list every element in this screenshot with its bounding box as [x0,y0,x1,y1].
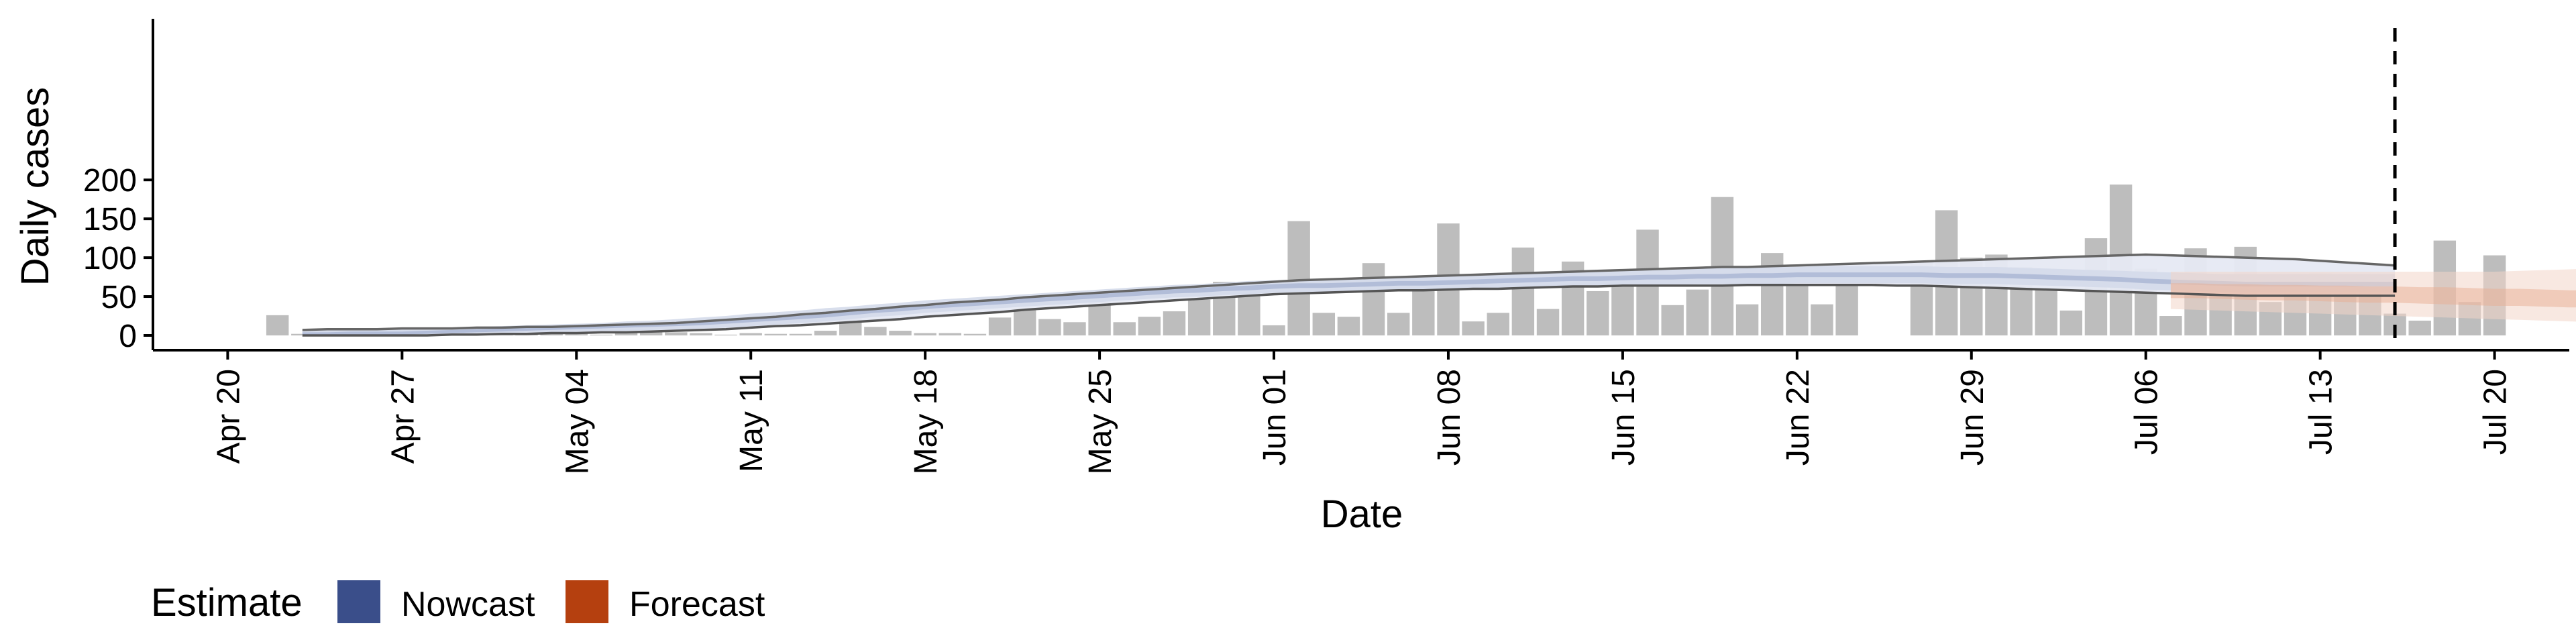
x-tick-label: Apr 27 [385,369,421,464]
bar [1611,285,1634,335]
x-tick-label: Apr 20 [211,369,246,464]
bar [1487,313,1509,335]
bar [814,331,837,335]
bar [1187,299,1211,335]
bar [1462,321,1485,335]
bar [1387,313,1410,335]
bar [1811,304,1833,335]
legend: Estimate Nowcast Forecast [151,580,765,625]
x-tick-label: May 04 [559,369,595,474]
y-tick-label: 50 [101,280,137,315]
bar [1835,284,1858,335]
nowcast-lower-line [302,283,2396,337]
legend-label-forecast: Forecast [629,585,765,624]
x-tick-label: Jun 22 [1780,369,1816,466]
bar [690,333,712,335]
bar [1786,284,1809,335]
bar [1038,319,1061,335]
bar [1287,221,1310,335]
y-tick-label: 100 [83,241,137,276]
bar [266,315,289,335]
bar [1312,313,1336,335]
bar [1686,289,1709,335]
bar [1063,322,1086,335]
y-tick-label: 0 [119,319,137,354]
bar [2159,316,2182,335]
bar [739,333,762,335]
x-tick-label: Jun 01 [1257,369,1293,466]
legend-swatch-nowcast [337,580,380,623]
bar [1138,317,1161,335]
bar [2408,320,2431,335]
plot-area [266,28,2576,342]
bar [1661,305,1684,335]
bar [540,333,563,335]
bar [1511,248,1535,335]
y-tick-label: 200 [83,163,137,199]
x-tick-label: Jul 06 [2129,369,2165,455]
x-axis-label: Date [1321,492,1403,536]
bar [1113,322,1136,335]
legend-title: Estimate [151,581,303,625]
bar [988,317,1012,335]
x-tick-label: Jun 15 [1606,369,1642,466]
x-tick-label: Jun 29 [1955,369,1990,466]
bar [1536,309,1560,335]
bar [789,333,812,335]
bar [665,332,688,335]
x-tick-label: Jul 20 [2478,369,2514,455]
y-axis-label: Daily cases [13,87,57,286]
bar [1735,304,1759,335]
x-tick-label: May 18 [908,369,944,474]
bar [914,333,936,335]
x-axis: Apr 20 Apr 27 May 04 May 11 May 18 May 25 Jun … [153,349,2569,474]
nowcast-interval-lines [302,253,2396,337]
legend-label-nowcast: Nowcast [401,585,535,624]
bar [1337,317,1360,335]
bar [1362,263,1385,335]
bar [2059,310,2083,335]
bar [764,333,788,335]
nowcast-band-outer [302,266,2396,335]
bar [938,333,961,335]
bar [1412,288,1435,335]
y-tick-label: 150 [83,202,137,237]
bar [1163,311,1186,335]
bar [864,327,887,335]
bar [1587,290,1609,335]
x-tick-label: Jul 13 [2304,369,2339,455]
bar [1263,325,1285,335]
nowcast-ribbons [302,254,2396,335]
nowcast-upper-line [302,253,2396,331]
x-tick-label: May 25 [1083,369,1118,474]
legend-swatch-forecast [566,580,608,623]
nowcast-band-inner [302,272,2396,335]
bar [963,333,987,335]
bar [1013,309,1036,335]
bar [889,331,912,335]
x-tick-label: Jun 08 [1432,369,1467,466]
bar [2035,289,2057,335]
x-tick-label: May 11 [734,369,769,472]
